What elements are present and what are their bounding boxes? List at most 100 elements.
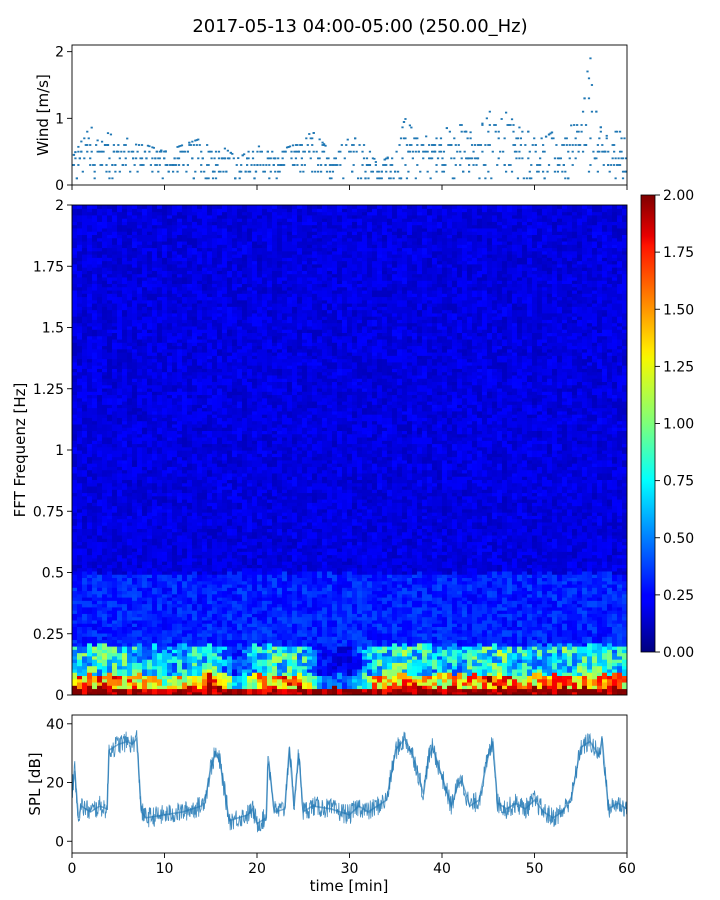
spectrogram-cell xyxy=(112,391,118,396)
spectrogram-cell xyxy=(222,430,228,438)
spectrogram-cell xyxy=(232,450,238,458)
spectrogram-cell xyxy=(182,342,188,350)
wind-point xyxy=(478,144,481,146)
wind-point xyxy=(99,150,102,153)
spectrogram-cell xyxy=(227,499,233,507)
spectrogram-cell xyxy=(202,499,208,507)
spectrogram-cell xyxy=(177,642,183,650)
wind-point xyxy=(481,150,484,153)
spectrogram-cell xyxy=(147,316,153,320)
wind-point xyxy=(570,124,573,127)
spectrogram-cell xyxy=(212,482,218,487)
spectrogram-cell xyxy=(177,450,183,458)
spectrogram-cell xyxy=(117,224,123,232)
spectrogram-cell xyxy=(167,368,173,373)
spectrogram-cell xyxy=(232,440,238,445)
spectrogram-cell xyxy=(242,417,248,425)
spectrogram-cell xyxy=(257,659,263,667)
spectrogram-cell xyxy=(207,502,213,507)
spectrogram-cell xyxy=(242,260,248,268)
wind-point xyxy=(72,164,74,166)
spectrogram-cell xyxy=(257,476,263,480)
spectrogram-cell xyxy=(202,662,208,670)
spectrogram-cell xyxy=(72,632,78,641)
spectrogram-cell xyxy=(257,407,263,415)
spectrogram-cell xyxy=(267,603,273,611)
spectrogram-cell xyxy=(222,541,228,546)
wind-point xyxy=(599,126,602,129)
spectrogram-cell xyxy=(127,325,133,330)
wind-point xyxy=(220,157,224,160)
spectrogram-cell xyxy=(187,224,193,229)
wind-point xyxy=(217,150,221,153)
wind-point xyxy=(595,110,598,113)
spectrogram-cell xyxy=(187,335,193,340)
spectrogram-cell xyxy=(147,423,153,431)
spectrogram-cell xyxy=(147,534,153,539)
wind-point xyxy=(558,157,561,160)
spectrogram-cell xyxy=(132,574,138,578)
spectrogram-cell xyxy=(242,499,248,503)
spectrogram-cell xyxy=(202,273,208,278)
spectrogram-cell xyxy=(162,378,168,386)
spectrogram-cell xyxy=(252,655,258,663)
spectrogram-cell xyxy=(222,247,228,252)
spectrogram-cell xyxy=(87,303,93,307)
spectrogram-cell xyxy=(272,401,278,409)
spectrogram-cell xyxy=(157,384,163,392)
spectrogram-cell xyxy=(222,619,228,627)
wind-point xyxy=(204,177,207,180)
spectrogram-cell xyxy=(262,528,268,533)
spectrogram-cell xyxy=(87,407,93,415)
spectrogram-cell xyxy=(187,329,193,337)
spectrogram-cell xyxy=(92,221,98,229)
wind-point xyxy=(293,150,296,153)
spectrogram-cell xyxy=(97,371,103,379)
spectrogram-cell xyxy=(157,541,163,546)
spectrogram-cell xyxy=(232,587,238,592)
spectrogram-cell xyxy=(237,485,243,494)
spectrogram-cell xyxy=(257,306,263,314)
spectrogram-cell xyxy=(182,580,188,585)
spectrogram-cell xyxy=(72,662,78,670)
spectrogram-cell xyxy=(187,397,193,405)
spectrogram-cell xyxy=(262,499,268,507)
spectrogram-cell xyxy=(147,365,153,369)
spectrogram-cell xyxy=(142,541,148,546)
spectrogram-cell xyxy=(147,391,153,399)
spectrogram-cell xyxy=(162,397,168,402)
spectrogram-cell xyxy=(102,672,108,676)
spectrogram-cell xyxy=(102,561,108,569)
spectrogram-cell xyxy=(192,446,198,451)
spectrogram-cell xyxy=(137,668,143,673)
spectrogram-cell xyxy=(72,335,78,340)
spectrogram-cell xyxy=(277,646,283,650)
spectrogram-cell xyxy=(132,384,138,392)
wind-point xyxy=(334,157,338,160)
spectrogram-cell xyxy=(222,691,228,695)
spectrogram-cell xyxy=(72,590,78,598)
spectrogram-cell xyxy=(182,681,188,690)
spectrogram-cell xyxy=(117,335,123,340)
spectrogram-cell xyxy=(242,691,248,695)
spectrogram-cell xyxy=(122,642,128,647)
wind-point xyxy=(117,150,120,153)
spectrogram-cell xyxy=(277,404,283,412)
wind-point xyxy=(216,164,219,166)
spectrogram-cell xyxy=(207,636,213,644)
wind-point xyxy=(109,133,113,136)
wind-point xyxy=(484,177,487,180)
spectrogram-cell xyxy=(77,240,83,245)
spectrogram-cell xyxy=(162,476,168,484)
spectrogram-cell xyxy=(167,636,173,641)
spectrogram-cell xyxy=(262,574,268,578)
spectrogram-cell xyxy=(137,205,143,209)
spectrogram-cell xyxy=(72,485,78,494)
spectrogram-cell xyxy=(247,489,253,497)
spectrogram-cell xyxy=(72,371,78,376)
spectrogram-cell xyxy=(212,583,218,592)
spectrogram-cell xyxy=(147,574,153,578)
spectrogram-cell xyxy=(222,273,228,281)
spectrogram-cell xyxy=(172,662,178,667)
